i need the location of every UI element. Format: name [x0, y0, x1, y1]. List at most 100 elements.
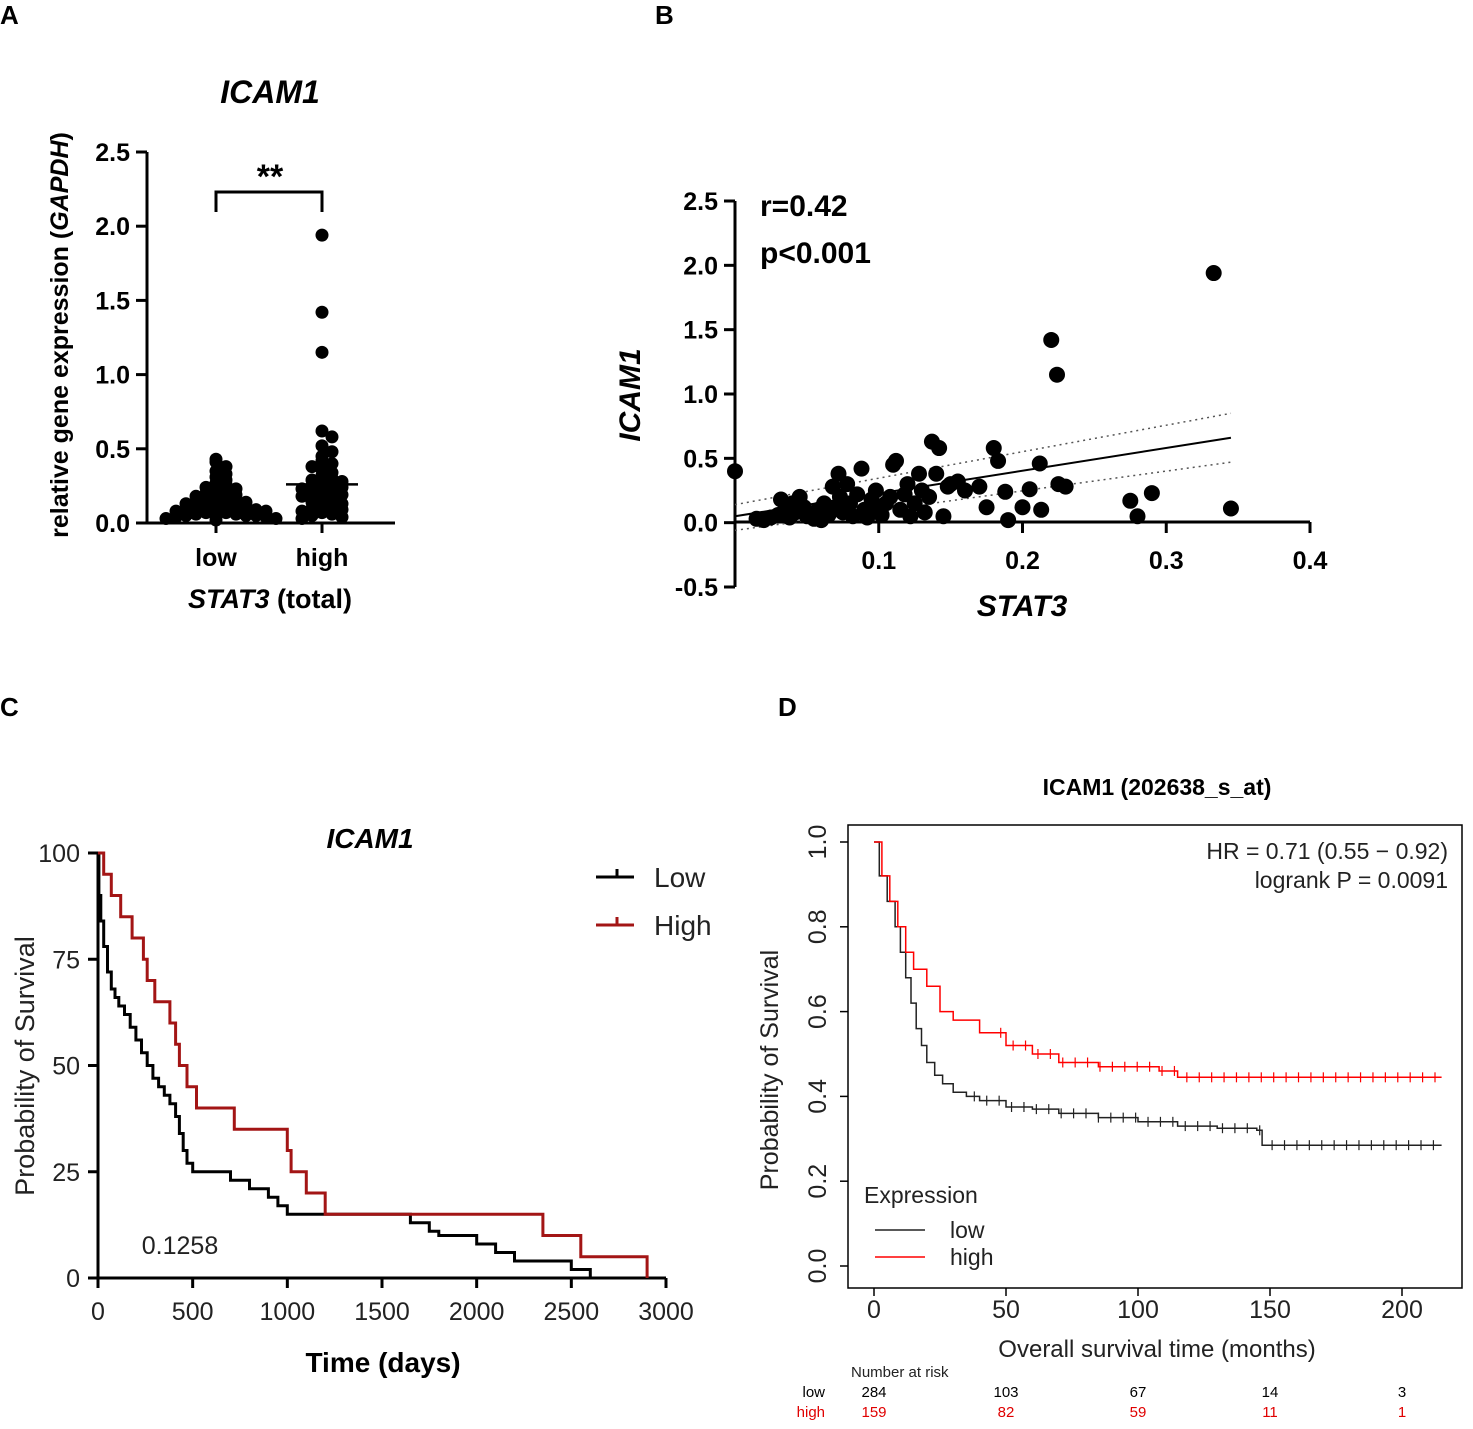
panel-d-y-axis-label: Probability of Survival: [756, 950, 784, 1190]
panel-b-x-tick-label: 0.4: [1293, 547, 1328, 575]
panel-b-point: [1057, 478, 1074, 495]
panel-a-point-high: [315, 483, 329, 497]
panel-label-b: B: [655, 0, 674, 30]
panel-c-x-tick-label: 3000: [638, 1298, 694, 1326]
panel-b-y-tick-label: 1.5: [683, 317, 718, 345]
panel-b-point: [985, 440, 1002, 457]
panel-c-y-tick-label: 75: [52, 946, 80, 974]
risk-count-high: 159: [861, 1404, 886, 1421]
panel-b-point: [882, 488, 899, 505]
risk-table-title: Number at risk: [851, 1364, 949, 1381]
panel-a-point-low: [209, 513, 223, 527]
panel-b-y-tick-label: 2.5: [683, 188, 718, 216]
panel-d-plot-frame: [847, 824, 1463, 1289]
panel-a-point-high: [315, 439, 329, 453]
panel-c-kaplan-meier: ICAM1 0 25 50 75 100 0 500 1000 1500 2000 2500 300…: [10, 823, 712, 1378]
panel-a-point-high: [325, 507, 339, 521]
panel-c-x-tick-label: 1000: [260, 1298, 316, 1326]
panel-b-point: [911, 465, 927, 482]
panel-c-y-tick-label: 50: [52, 1053, 80, 1081]
panel-b-y-tick-label: 0.0: [683, 510, 718, 538]
panel-d-x-tick-label: 150: [1249, 1296, 1291, 1324]
panel-b-point: [997, 483, 1014, 500]
panel-c-x-axis-label: Time (days): [305, 1347, 460, 1378]
panel-d-logrank: logrank P = 0.0091: [1255, 867, 1448, 893]
panel-a-dot-plot: ICAM1 relative gene expression (GAPDH) 0…: [46, 74, 395, 614]
legend-d-high-label: high: [950, 1244, 993, 1270]
panel-b-point: [921, 488, 938, 505]
panel-c-y-tick-label: 0: [66, 1265, 80, 1293]
panel-d-x-tick-label: 200: [1381, 1296, 1423, 1324]
panel-d-legend: Expression low high: [864, 1182, 993, 1270]
panel-label-d: D: [778, 692, 797, 722]
panel-b-point: [1129, 508, 1146, 525]
risk-count-low: 67: [1130, 1384, 1147, 1401]
panel-b-x-tick-label: 0.2: [1005, 547, 1040, 575]
panel-c-curve-high: [98, 851, 649, 1278]
panel-a-y-tick-label: 2.0: [95, 213, 130, 241]
panel-b-point: [1049, 366, 1065, 383]
risk-row-label-low: low: [802, 1384, 825, 1401]
panel-a-point-high: [325, 457, 339, 471]
panel-b-point: [849, 486, 866, 503]
panel-a-point-low: [269, 512, 283, 526]
panel-c-curve-low: [97, 851, 592, 1278]
panel-a-point-low: [249, 509, 263, 523]
panel-c-x-tick-label: 1500: [354, 1298, 410, 1326]
panel-a-x-tick-label: low: [195, 544, 237, 572]
panel-c-title: ICAM1: [326, 823, 413, 854]
panel-d-hr: HR = 0.71 (0.55 − 0.92): [1206, 838, 1448, 864]
panel-a-y-tick-label: 0.5: [95, 436, 130, 464]
panel-a-y-tick-label: 1.0: [95, 362, 130, 390]
panel-a-y-tick-label: 2.5: [95, 139, 130, 167]
panel-d-title: ICAM1 (202638_s_at): [1043, 774, 1272, 800]
panel-b-point: [928, 465, 945, 482]
panel-a-point-high: [305, 486, 319, 500]
panel-b-correlation: -0.5 0.0 0.5 1.0 1.5 2.0 2.5 0.1 0.2 0.3 0.4 ICAM…: [614, 188, 1327, 623]
panel-d-x-axis-label: Overall survival time (months): [998, 1336, 1315, 1363]
panel-a-point-low: [259, 510, 273, 524]
legend-low-label: Low: [654, 862, 706, 893]
panel-b-point: [957, 482, 973, 499]
panel-d-curve-low: [874, 841, 1442, 1146]
panel-b-y-tick-label: -0.5: [675, 574, 718, 602]
panel-a-y-axis-label: relative gene expression (GAPDH): [46, 132, 74, 538]
panel-b-point: [1021, 481, 1038, 498]
panel-b-point: [1205, 265, 1222, 282]
panel-b-point: [888, 452, 904, 469]
panel-b-point: [727, 463, 743, 480]
panel-a-point-high: [295, 512, 309, 526]
panel-a-point-high: [335, 510, 349, 524]
panel-c-y-axis-label: Probability of Survival: [10, 936, 40, 1196]
panel-d-y-tick-label: 1.0: [804, 825, 832, 860]
panel-a-significance-bracket: [214, 190, 324, 212]
panel-d-y-tick-label: 0.8: [804, 909, 832, 944]
panel-b-point: [1031, 455, 1048, 472]
risk-count-high: 1: [1398, 1404, 1406, 1421]
panel-d-x-tick-label: 100: [1117, 1296, 1159, 1324]
panel-b-point: [1000, 512, 1017, 529]
panel-a-point-high: [305, 460, 319, 474]
risk-count-low: 103: [993, 1384, 1018, 1401]
panel-c-legend: Low High: [596, 862, 712, 941]
panel-a-significance-stars: **: [257, 158, 284, 196]
panel-a-point-high: [315, 228, 329, 242]
panel-c-x-tick-label: 2000: [449, 1298, 505, 1326]
panel-b-point: [990, 452, 1007, 469]
panel-c-x-tick-label: 500: [172, 1298, 214, 1326]
panel-b-point: [1043, 331, 1060, 348]
panel-d-y-tick-label: 0.6: [804, 994, 832, 1029]
risk-count-low: 3: [1398, 1384, 1406, 1401]
panel-d-y-tick-label: 0.0: [804, 1249, 832, 1284]
panel-d-kaplan-meier: ICAM1 (202638_s_at) 0.0 0.2 0.4 0.6 0.8 1.0 0…: [756, 774, 1463, 1421]
panel-d-y-tick-label: 0.2: [804, 1164, 832, 1199]
panel-b-point: [1122, 492, 1139, 509]
panel-c-pvalue: 0.1258: [142, 1232, 218, 1260]
risk-count-high: 59: [1130, 1404, 1147, 1421]
panel-b-point: [859, 509, 876, 526]
panel-c-x-tick-label: 0: [91, 1298, 105, 1326]
panel-a-y-tick-label: 0.0: [95, 510, 130, 538]
panel-a-point-high: [315, 454, 329, 468]
panel-d-y-tick-label: 0.4: [804, 1079, 832, 1114]
